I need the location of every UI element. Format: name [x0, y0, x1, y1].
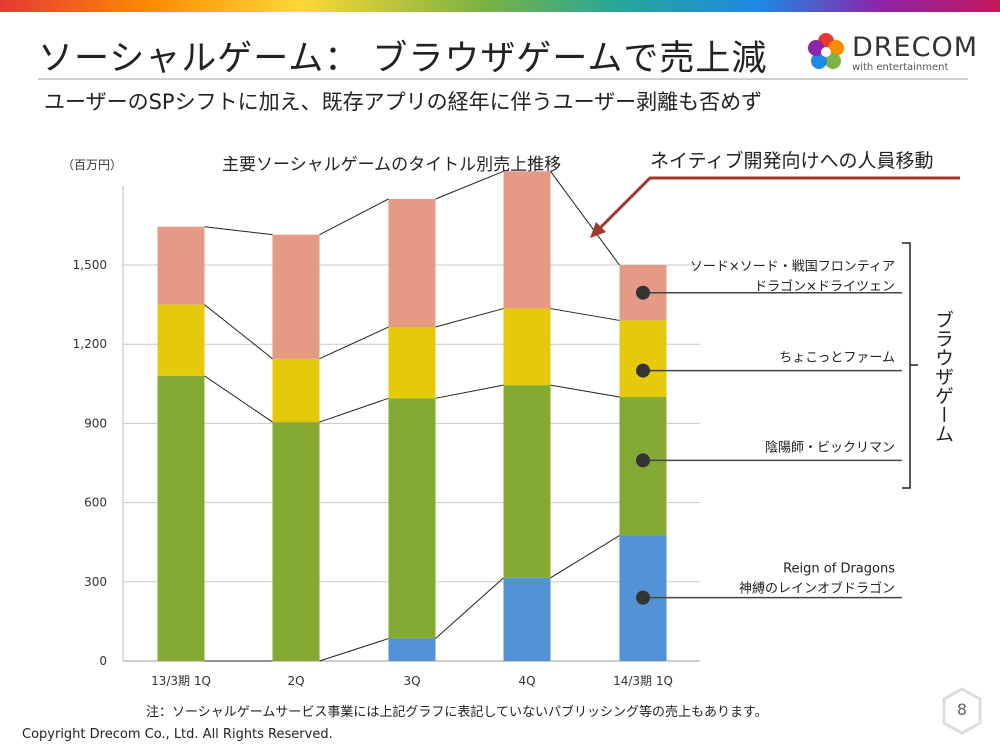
- page-number: 8: [956, 700, 968, 719]
- bar-segment: [157, 226, 205, 305]
- bar-segment: [388, 327, 436, 399]
- connector-line: [204, 304, 273, 360]
- connector-line: [435, 577, 504, 639]
- connector-line: [319, 397, 389, 423]
- leader-dot-icon: [636, 590, 650, 605]
- bracket: [902, 242, 918, 489]
- y-tick-label: 300: [84, 575, 107, 589]
- connector-line: [204, 375, 273, 423]
- bar-segment: [503, 308, 551, 386]
- bar-segment: [503, 171, 551, 309]
- leader-dot-icon: [636, 453, 650, 468]
- bar-segment: [503, 385, 551, 578]
- copyright: Copyright Drecom Co., Ltd. All Rights Re…: [22, 727, 333, 742]
- connector-line: [550, 535, 620, 579]
- footnote: 注：ソーシャルゲームサービス事業には上記グラフに表記していないパブリッシング等の…: [146, 705, 768, 720]
- leader-dot-icon: [636, 285, 650, 300]
- bar-segment: [388, 398, 436, 639]
- chart-title: 主要ソーシャルゲームのタイトル別売上推移: [222, 155, 562, 175]
- bar-segment: [388, 199, 436, 328]
- connector-line: [435, 308, 504, 328]
- connector-line: [550, 384, 620, 398]
- connector-line: [319, 638, 389, 662]
- bar-segment: [619, 397, 667, 536]
- connector-line: [319, 326, 389, 360]
- series-annotation-label: 神縛のレインオブドラゴン: [739, 581, 895, 597]
- series-annotation-label: Reign of Dragons: [783, 562, 895, 577]
- y-tick-label: 900: [84, 416, 107, 430]
- connector-line: [550, 308, 620, 321]
- series-annotation-label: 陰陽師・ビックリマン: [765, 440, 895, 455]
- y-tick-label: 600: [84, 496, 107, 510]
- series-annotation-label: ちょこっとファーム: [779, 351, 895, 366]
- slide-subtitle: ユーザーのSPシフトに加え、既存アプリの経年に伴うユーザー剥離も否めず: [44, 90, 763, 114]
- callout-text: ネイティブ開発向けへの人員移動: [650, 150, 934, 172]
- bar-segment: [157, 304, 205, 376]
- bar-segment: [388, 638, 436, 661]
- logo-wordmark: DRECOM: [852, 32, 979, 63]
- x-tick-label: 13/3期 1Q: [151, 674, 211, 688]
- slide-title: ソーシャルゲーム： ブラウザゲームで売上減: [38, 39, 768, 79]
- y-tick-label: 1,500: [73, 258, 107, 272]
- bar-segment: [503, 577, 551, 661]
- x-tick-label: 3Q: [403, 674, 420, 688]
- series-annotation-label: ドラゴン×ドライツェン: [754, 279, 895, 295]
- bar-segment: [272, 234, 320, 359]
- logo-tagline: with entertainment: [852, 62, 949, 73]
- arrowhead-icon: [590, 222, 606, 238]
- bracket-label: ブラウザゲーム: [932, 310, 954, 443]
- callout-arrow-line: [596, 176, 960, 232]
- connector-line: [319, 198, 389, 236]
- x-tick-label: 4Q: [518, 674, 535, 688]
- bar-segment: [272, 358, 320, 423]
- title-divider: [38, 78, 968, 80]
- drecom-logo: DRECOM with entertainment: [804, 30, 977, 74]
- connector-line: [435, 384, 504, 399]
- y-tick-label: 1,200: [73, 337, 107, 351]
- flower-logo-icon: [808, 33, 844, 69]
- bar-segment: [619, 265, 667, 321]
- connector-line: [204, 226, 273, 236]
- x-tick-label: 2Q: [287, 674, 304, 688]
- hexagon-icon: [942, 687, 982, 735]
- y-axis-unit: （百万円）: [62, 158, 123, 172]
- x-tick-label: 14/3期 1Q: [613, 674, 673, 688]
- bar-segment: [619, 320, 667, 397]
- connector-line: [435, 170, 504, 200]
- bar-segment: [272, 422, 320, 661]
- page-badge: 8: [940, 686, 984, 736]
- y-tick-label: 0: [99, 654, 107, 668]
- rainbow-top-bar: [0, 0, 1000, 12]
- series-annotation-label: ソード×ソード・戦国フロンティア: [690, 260, 895, 275]
- bar-segment: [619, 535, 667, 661]
- leader-dot-icon: [636, 363, 650, 378]
- bar-segment: [157, 375, 205, 661]
- connector-line: [550, 170, 620, 266]
